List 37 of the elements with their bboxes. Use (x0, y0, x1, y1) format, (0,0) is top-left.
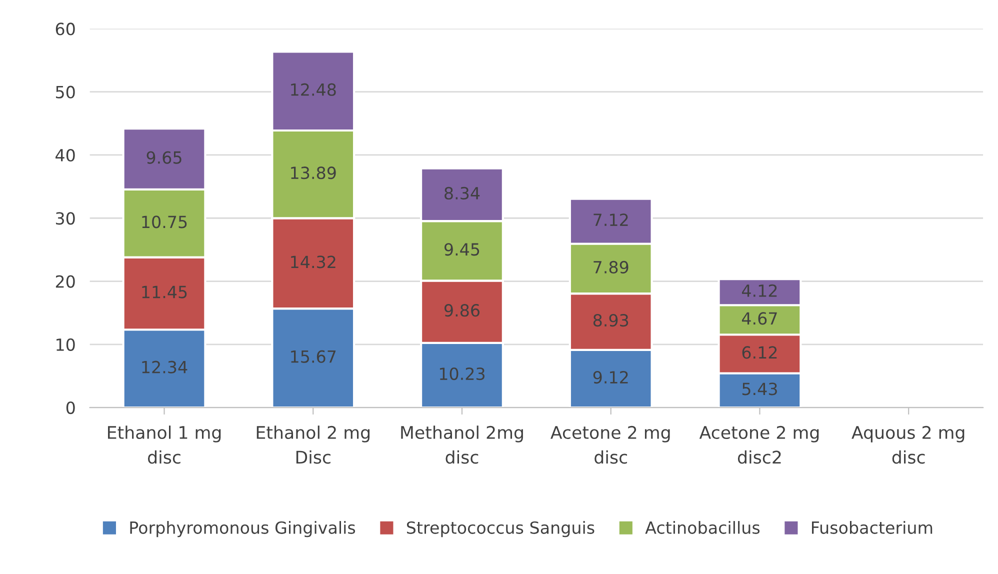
data-label: 4.67 (742, 312, 777, 325)
data-label: 7.89 (594, 260, 628, 274)
data-label: 9.45 (444, 243, 480, 256)
data-label: 10.23 (440, 367, 485, 380)
y-tick-label: 20 (56, 275, 75, 288)
data-label: 12.48 (291, 83, 336, 96)
y-tick-label: 10 (56, 338, 75, 351)
data-label: 9.12 (593, 370, 628, 384)
y-tick-label: 40 (56, 148, 75, 162)
data-label: 7.12 (594, 214, 628, 226)
data-label: 5.43 (742, 382, 777, 396)
data-label: 9.86 (444, 304, 480, 317)
data-label: 15.67 (291, 350, 336, 363)
x-tick-label: Ethanol 1 mg disc (108, 426, 221, 464)
data-label: 6.12 (742, 346, 777, 359)
x-tick-label: Acetone 2 mg disc (550, 426, 670, 464)
x-tick-label: Methanol 2mg disc (401, 426, 523, 464)
y-tick-label: 60 (56, 22, 75, 36)
legend-label: Actinobacillus (645, 521, 760, 534)
data-label: 8.93 (593, 314, 628, 327)
legend-label: Porphyromonous Gingivalis (130, 521, 356, 538)
y-tick-label: 0 (66, 402, 75, 414)
legend-label: Fusobacterium (812, 521, 932, 534)
data-label: 14.32 (291, 256, 336, 268)
data-label: 11.45 (142, 286, 187, 298)
y-tick-label: 50 (56, 86, 75, 98)
data-label: 13.89 (291, 166, 336, 180)
legend-label: Streptococcus Sanguis (406, 521, 594, 538)
data-label: 4.12 (742, 284, 777, 297)
data-label: 10.75 (142, 216, 187, 228)
y-tick-label: 30 (56, 212, 75, 225)
x-tick-label: Aquous 2 mg disc (852, 426, 964, 464)
x-tick-label: Ethanol 2 mg Disc (256, 426, 370, 464)
x-tick-label: Acetone 2 mg disc2 (699, 426, 819, 464)
data-label: 8.34 (444, 186, 480, 200)
data-label: 12.34 (142, 360, 188, 374)
data-label: 9.65 (146, 151, 182, 164)
